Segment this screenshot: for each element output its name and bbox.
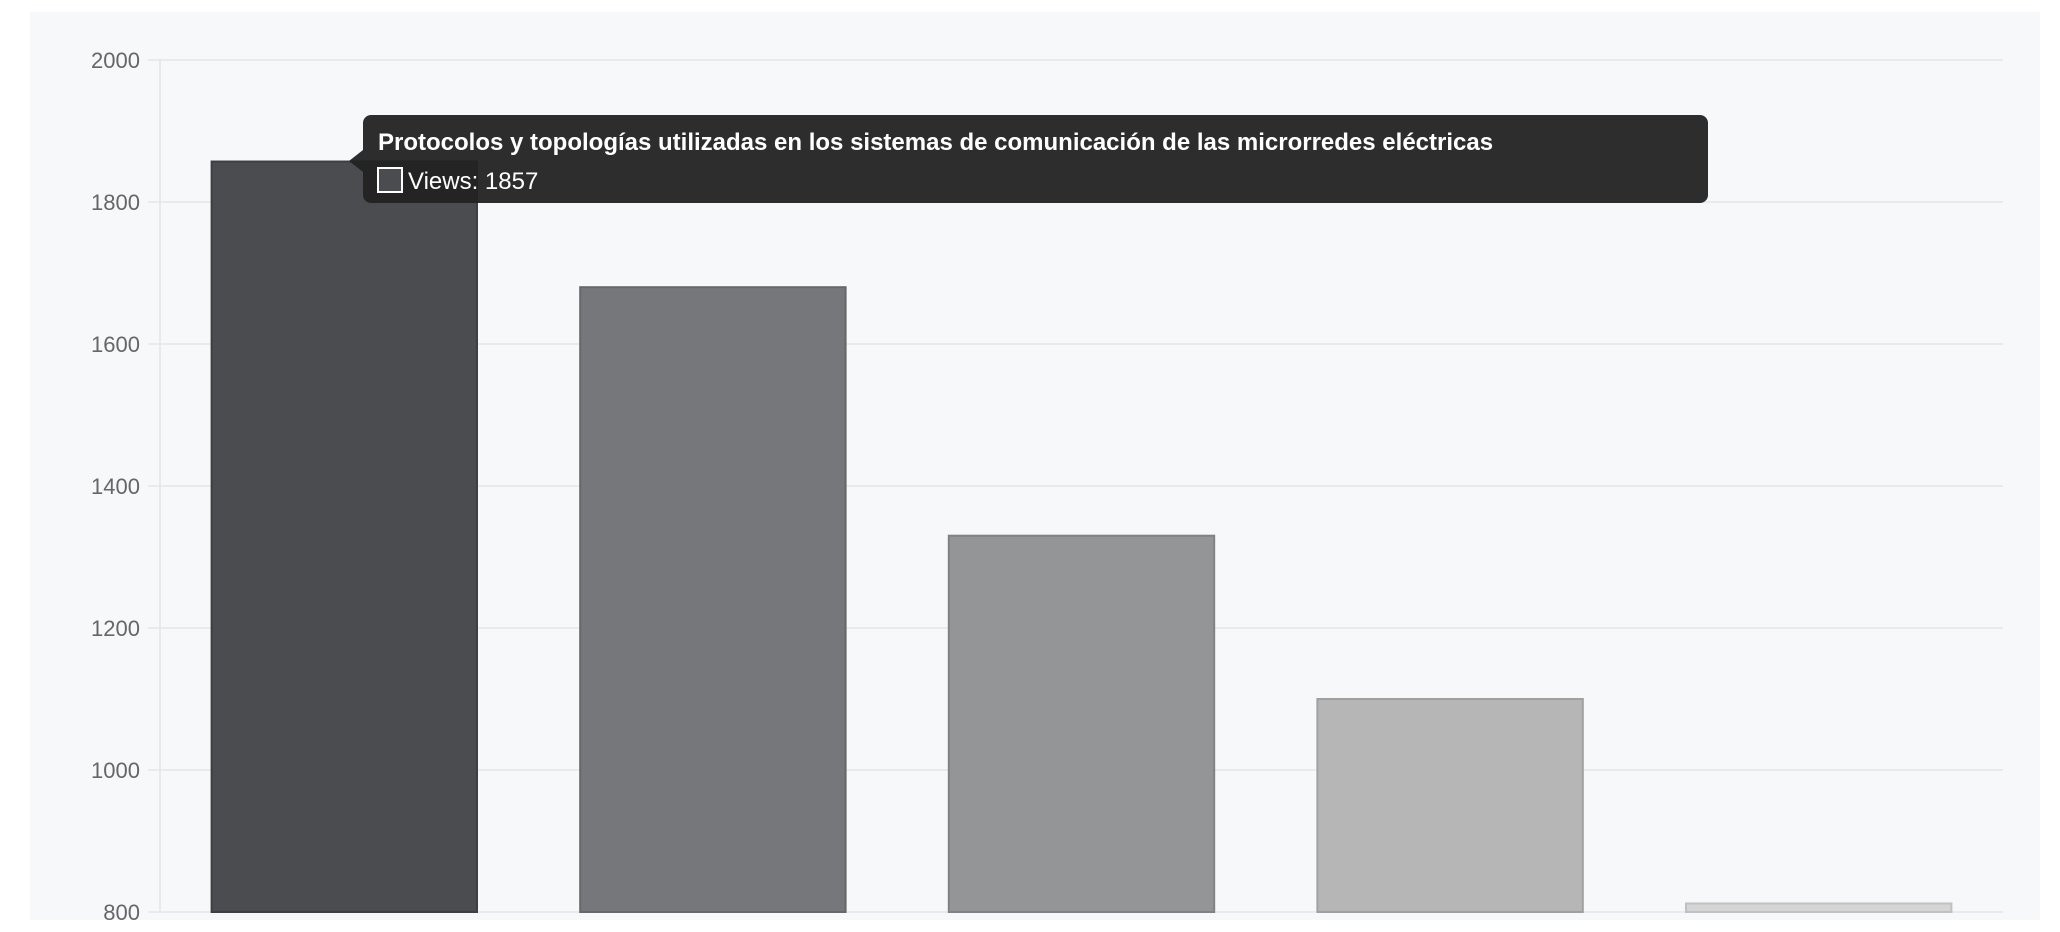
y-tick-label: 1800 — [91, 190, 140, 215]
y-tick-label: 1600 — [91, 332, 140, 357]
bar-3[interactable] — [947, 534, 1216, 913]
bar-5[interactable] — [1685, 902, 1953, 913]
bars — [210, 160, 1953, 913]
y-tick-label: 1400 — [91, 474, 140, 499]
bar-1[interactable] — [210, 160, 478, 913]
tooltip-label: Views: 1857 — [408, 168, 538, 195]
y-tick-label: 800 — [103, 900, 140, 925]
tooltip-title: Protocolos y topologías utilizadas en lo… — [378, 129, 1493, 156]
bar-4[interactable] — [1316, 698, 1584, 913]
y-tick-label: 1000 — [91, 758, 140, 783]
tooltip-background — [363, 115, 1708, 203]
tooltip-swatch — [377, 167, 403, 193]
y-tick-label: 1200 — [91, 616, 140, 641]
bar-2[interactable] — [579, 286, 847, 913]
tooltip: Protocolos y topologías utilizadas en lo… — [349, 115, 1708, 203]
tooltip-caret — [349, 150, 363, 172]
y-tick-label: 2000 — [91, 48, 140, 73]
y-axis-ticks: 2000 1800 1600 1400 1200 1000 800 — [91, 48, 140, 925]
